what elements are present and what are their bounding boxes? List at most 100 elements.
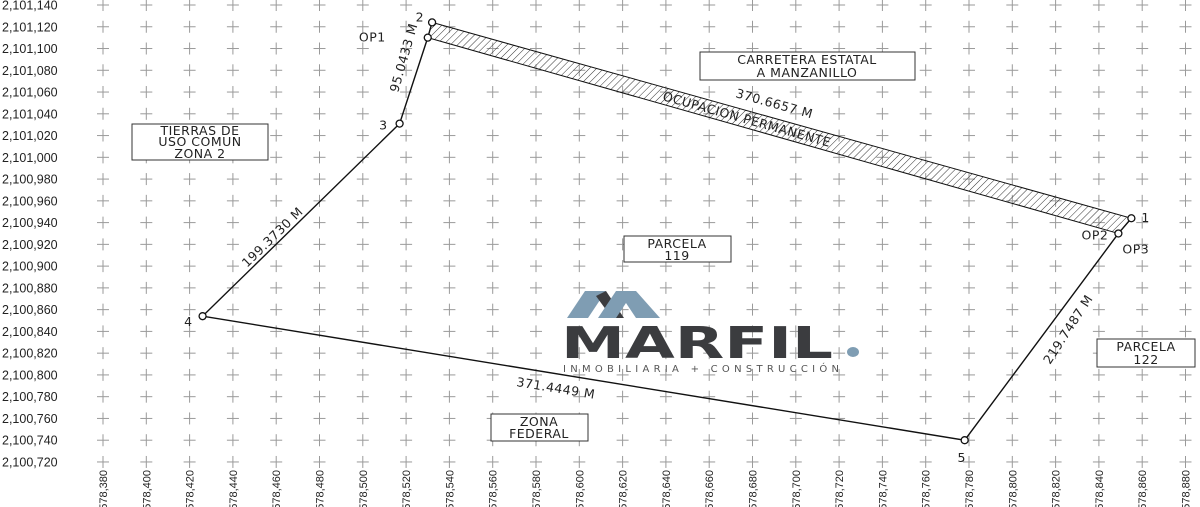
grid-cross bbox=[1049, 107, 1062, 120]
x-tick-label: 578,560 bbox=[488, 470, 500, 507]
vertex-label: 4 bbox=[184, 314, 192, 329]
grid-cross bbox=[963, 368, 975, 381]
grid-cross bbox=[963, 455, 975, 468]
grid-cross bbox=[400, 151, 413, 164]
x-tick-label: 578,420 bbox=[185, 470, 197, 507]
grid-cross bbox=[573, 260, 586, 273]
grid-cross bbox=[1136, 455, 1149, 468]
grid-cross bbox=[1006, 303, 1019, 316]
grid-cross bbox=[1006, 325, 1019, 338]
grid-cross bbox=[1179, 194, 1192, 207]
grid-cross bbox=[1179, 86, 1192, 99]
y-tick-label: 2,100,840 bbox=[2, 325, 58, 339]
y-tick-label: 2,101,100 bbox=[2, 42, 58, 56]
grid-cross bbox=[270, 194, 283, 207]
grid-cross bbox=[876, 129, 889, 142]
vertex-1: 1 bbox=[1127, 210, 1149, 225]
grid-cross bbox=[573, 347, 586, 360]
grid-cross bbox=[876, 390, 889, 403]
grid-cross bbox=[703, 173, 716, 186]
grid-cross bbox=[486, 107, 499, 120]
grid-cross bbox=[659, 216, 672, 229]
grid-cross bbox=[313, 64, 326, 77]
grid-cross bbox=[919, 325, 932, 338]
grid-cross bbox=[486, 216, 499, 229]
grid-cross bbox=[1006, 42, 1019, 55]
grid-cross bbox=[270, 42, 283, 55]
grid-cross bbox=[616, 151, 629, 164]
grid-cross bbox=[746, 303, 759, 316]
grid-cross bbox=[919, 129, 932, 142]
grid-cross bbox=[270, 173, 283, 186]
grid-cross bbox=[1092, 86, 1105, 99]
grid-cross bbox=[919, 216, 932, 229]
y-tick-label: 2,100,920 bbox=[2, 238, 58, 252]
grid-cross bbox=[270, 0, 283, 11]
grid-cross bbox=[313, 151, 326, 164]
grid-cross bbox=[270, 303, 283, 316]
grid-cross bbox=[616, 0, 629, 11]
grid-cross bbox=[486, 151, 499, 164]
grid-cross bbox=[659, 151, 672, 164]
grid-cross bbox=[833, 260, 846, 273]
grid-cross bbox=[486, 260, 499, 273]
grid-cross bbox=[616, 107, 629, 120]
grid-cross bbox=[1136, 390, 1149, 403]
grid-cross bbox=[833, 434, 846, 447]
grid-cross bbox=[270, 390, 283, 403]
grid-cross bbox=[140, 194, 153, 207]
grid-cross bbox=[226, 325, 239, 338]
grid-cross bbox=[1136, 216, 1149, 229]
grid-cross bbox=[356, 129, 369, 142]
grid-cross bbox=[183, 173, 196, 186]
grid-cross bbox=[616, 129, 629, 142]
grid-cross bbox=[97, 412, 109, 425]
grid-cross bbox=[789, 20, 802, 33]
grid-cross bbox=[1049, 303, 1062, 316]
grid-cross bbox=[226, 42, 239, 55]
grid-cross bbox=[1136, 129, 1149, 142]
grid-cross bbox=[443, 0, 456, 11]
grid-cross bbox=[530, 216, 542, 229]
grid-cross bbox=[573, 325, 586, 338]
parcela119-line2: 119 bbox=[664, 248, 689, 263]
grid-cross bbox=[356, 216, 369, 229]
vertex-label: 5 bbox=[957, 450, 965, 465]
grid-cross bbox=[1006, 434, 1019, 447]
grid-cross bbox=[486, 303, 499, 316]
x-tick-label: 578,460 bbox=[271, 470, 283, 507]
grid-cross bbox=[443, 325, 456, 338]
grid-cross bbox=[616, 455, 629, 468]
grid-cross bbox=[97, 42, 109, 55]
grid-cross bbox=[97, 216, 109, 229]
grid-cross bbox=[443, 412, 456, 425]
grid-cross bbox=[1179, 412, 1192, 425]
grid-cross bbox=[97, 129, 109, 142]
grid-cross bbox=[313, 281, 326, 294]
grid-cross bbox=[876, 347, 889, 360]
grid-cross bbox=[919, 20, 932, 33]
grid-cross bbox=[1136, 0, 1149, 11]
grid-cross bbox=[659, 173, 672, 186]
grid-cross bbox=[400, 434, 413, 447]
grid-cross bbox=[833, 107, 846, 120]
marfil-logo: MARFIL INMOBILIARIA + CONSTRUCCIÓN bbox=[561, 291, 859, 375]
grid-cross bbox=[97, 303, 109, 316]
grid-cross bbox=[919, 238, 932, 251]
grid-cross bbox=[400, 390, 413, 403]
grid-cross bbox=[1179, 434, 1192, 447]
grid-cross bbox=[919, 434, 932, 447]
y-tick-label: 2,101,080 bbox=[2, 64, 58, 78]
grid-cross bbox=[226, 194, 239, 207]
grid-cross bbox=[573, 216, 586, 229]
y-tick-label: 2,101,060 bbox=[2, 86, 58, 100]
grid-cross bbox=[183, 368, 196, 381]
grid-cross bbox=[1179, 260, 1192, 273]
grid-cross bbox=[746, 260, 759, 273]
y-tick-label: 2,100,880 bbox=[2, 281, 58, 295]
grid-cross bbox=[270, 412, 283, 425]
grid-cross bbox=[573, 129, 586, 142]
grid-cross bbox=[400, 260, 413, 273]
grid-cross bbox=[789, 390, 802, 403]
grid-cross bbox=[486, 0, 499, 11]
